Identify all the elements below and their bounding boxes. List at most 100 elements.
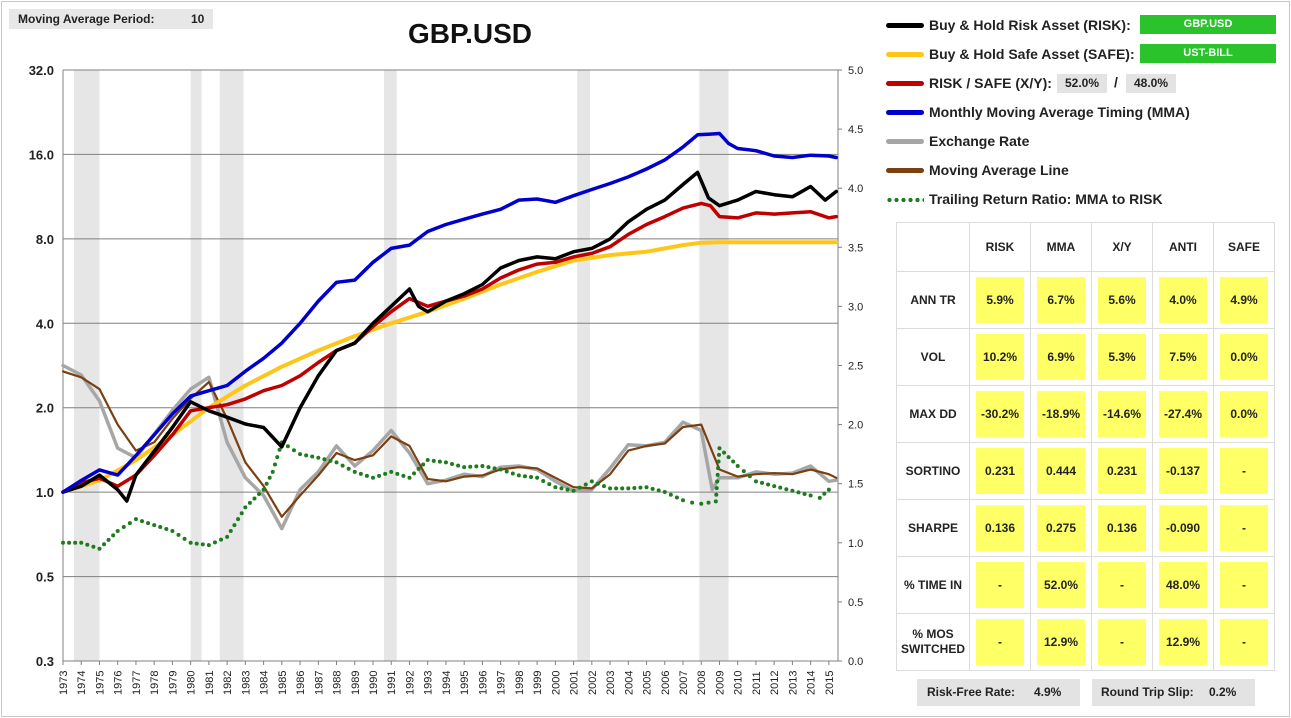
stats-cell: -14.6%	[1091, 385, 1153, 443]
series-ratio-dot	[340, 463, 345, 468]
x-tick-label: 1976	[113, 671, 125, 695]
series-ratio-dot	[182, 536, 187, 541]
series-ratio-dot	[346, 466, 351, 471]
moving-average-label: Moving Average Period:	[18, 12, 155, 26]
x-tick-label: 1973	[58, 671, 70, 695]
series-ratio-dot	[498, 467, 503, 472]
x-tick-label: 2007	[678, 671, 690, 695]
y-left-tick-label: 16.0	[29, 147, 54, 162]
stats-value: 48.0%	[1159, 562, 1207, 608]
stats-value: -	[1220, 505, 1268, 551]
series-ratio-dot	[583, 482, 588, 487]
x-tick-label: 2004	[623, 671, 635, 695]
legend-ma-line-label: Moving Average Line	[929, 162, 1069, 178]
stats-value: 5.6%	[1098, 277, 1146, 323]
stats-value: 5.9%	[976, 277, 1024, 323]
series-ratio-dot	[364, 473, 369, 478]
series-ratio-dot	[480, 463, 485, 468]
y-right-tick-label: 5.0	[848, 65, 863, 77]
legend-exchange-label: Exchange Rate	[929, 133, 1030, 149]
series-ratio-dot	[456, 463, 461, 468]
series-ratio-dot	[716, 459, 721, 464]
stats-value: -14.6%	[1098, 391, 1146, 437]
stats-value: 4.9%	[1220, 277, 1268, 323]
stats-cell: 52.0%	[1030, 556, 1092, 614]
stats-row-label-line1: % MOS	[912, 627, 954, 641]
stats-cell: -	[1213, 613, 1275, 671]
series-ratio-dot	[662, 489, 667, 494]
stats-row-label: SHARPE	[896, 499, 970, 557]
stats-cell: 0.0%	[1213, 385, 1275, 443]
series-ratio-dot	[377, 473, 382, 478]
series-ratio-dot	[674, 495, 679, 500]
series-ratio-dot	[644, 485, 649, 490]
x-tick-label: 1996	[477, 671, 489, 695]
series-ratio-dot	[431, 458, 436, 463]
series-ratio-dot	[808, 493, 813, 498]
series-ratio-dot	[784, 487, 789, 492]
stats-row: % MOS SWITCHED -12.9% -12.9% -	[896, 613, 1275, 671]
series-ratio-dot	[716, 466, 721, 471]
series-line	[61, 240, 839, 495]
y-right-tick-label: 4.0	[848, 183, 863, 195]
x-tick-label: 2015	[824, 671, 836, 695]
stats-cell: 0.231	[1091, 442, 1153, 500]
stats-header-row: RISK MMA X/Y ANTI SAFE	[896, 222, 1275, 272]
series-ratio-dot	[97, 546, 102, 551]
stats-col-header: RISK	[969, 222, 1031, 272]
legend-safe-swatch	[886, 51, 924, 57]
series-ratio-dot	[371, 475, 375, 480]
stats-value: -	[1220, 448, 1268, 494]
shaded-period	[219, 70, 244, 661]
series-ratio-dot	[486, 465, 491, 470]
x-tick-label: 1995	[459, 671, 471, 695]
series-ratio-dot	[304, 453, 309, 458]
stats-cell: -	[1091, 613, 1153, 671]
series-ratio-dot	[589, 479, 594, 484]
stats-value: -	[1098, 562, 1146, 608]
legend-ma-line: Moving Average Line	[886, 159, 1069, 181]
stats-cell: -18.9%	[1030, 385, 1092, 443]
series-ratio-dot	[358, 471, 363, 476]
series-ratio-dot	[121, 525, 126, 530]
series-ratio-dot	[272, 462, 277, 467]
x-tick-label: 1982	[222, 671, 234, 695]
series-ratio-dot	[443, 460, 448, 465]
series-ratio-dot	[492, 466, 497, 471]
y-right-tick-label: 0.0	[848, 656, 863, 668]
x-tick-label: 1990	[368, 671, 380, 695]
series-ratio-dot	[614, 486, 619, 491]
legend-mma-swatch	[886, 109, 924, 115]
series-ratio-dot	[328, 458, 333, 463]
stats-cell: 6.9%	[1030, 328, 1092, 386]
series-ratio-dot	[541, 478, 546, 483]
legend-exchange: Exchange Rate	[886, 130, 1029, 152]
legend-exchange-swatch	[886, 138, 924, 144]
risk-free-rate-box: Risk-Free Rate: 4.9%	[917, 679, 1080, 706]
stats-row-label-line2: SWITCHED	[901, 642, 965, 656]
stats-cell: -	[969, 556, 1031, 614]
series-ratio-dot	[535, 475, 540, 480]
series-ratio-dot	[102, 542, 107, 547]
stats-row-label: SORTINO	[896, 442, 970, 500]
series-ratio-dot	[504, 469, 509, 474]
stats-row: ANN TR 5.9% 6.7% 5.6% 4.0% 4.9%	[896, 271, 1275, 329]
y-right-tick-label: 4.5	[848, 124, 863, 136]
x-tick-label: 1997	[496, 671, 508, 695]
series-ratio-dot	[247, 500, 252, 505]
series-ratio-dot	[425, 458, 430, 463]
stats-table: RISK MMA X/Y ANTI SAFE ANN TR 5.9% 6.7% 5.6…	[896, 222, 1275, 671]
stats-row: SORTINO 0.231 0.444 0.231 -0.137-	[896, 442, 1275, 500]
x-tick-label: 2006	[660, 671, 672, 695]
stats-value: 4.0%	[1159, 277, 1207, 323]
stats-cell: 48.0%	[1152, 556, 1214, 614]
series-ratio-dot	[462, 465, 467, 470]
series-ratio-dot	[735, 463, 740, 468]
series-ratio-dot	[753, 479, 758, 484]
shaded-period	[383, 70, 397, 661]
stats-value: 0.0%	[1220, 334, 1268, 380]
x-tick-label: 1979	[167, 671, 179, 695]
x-tick-label: 2001	[569, 671, 581, 695]
legend-mma: Monthly Moving Average Timing (MMA)	[886, 101, 1190, 123]
series-ratio-dot	[200, 542, 205, 547]
